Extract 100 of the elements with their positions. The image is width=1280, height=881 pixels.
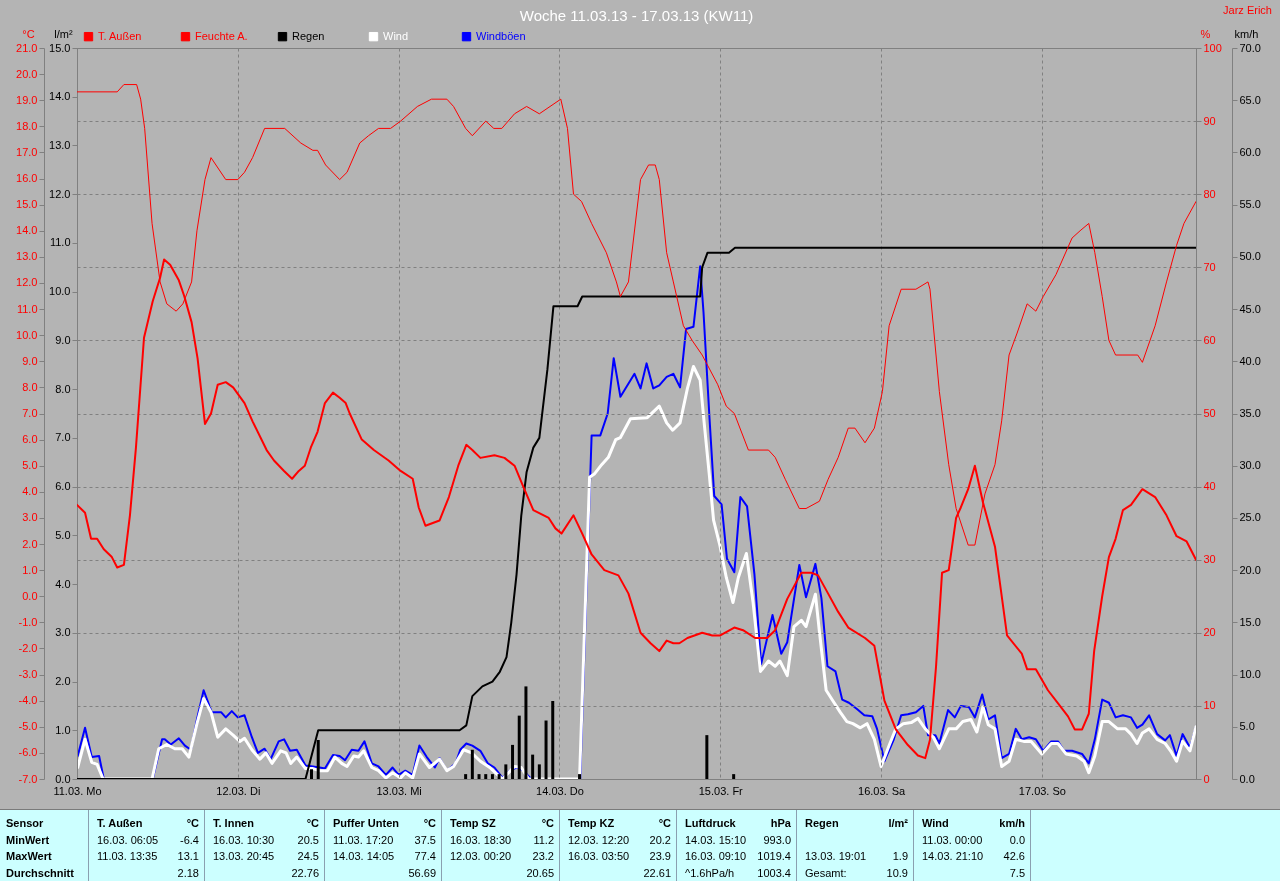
y-tick-label: 30.0 bbox=[1239, 459, 1261, 472]
bar bbox=[524, 686, 528, 779]
text: 2.18 bbox=[177, 865, 199, 880]
text: 22.76 bbox=[291, 865, 319, 880]
text: 10.9 bbox=[886, 865, 908, 880]
text: Temp SZ bbox=[450, 816, 496, 830]
y3-tick-label: 14.0 bbox=[49, 90, 71, 103]
text: 12.03. 12:20 bbox=[568, 832, 630, 847]
y-tick-label: 14.0 bbox=[16, 224, 38, 237]
text: 11.03. 00:00 bbox=[922, 832, 983, 847]
y-tick-label: 15.0 bbox=[16, 198, 38, 211]
text: 16.03. 10:30 bbox=[213, 832, 275, 847]
x-tick-label: 14.03. Do bbox=[536, 784, 584, 797]
y3-tick-label: 4.0 bbox=[55, 577, 71, 590]
y-tick-label: 0.0 bbox=[22, 589, 38, 602]
x-tick-label: 16.03. Sa bbox=[858, 784, 906, 797]
text: 11.2 bbox=[533, 832, 554, 847]
y-tick-label: 0.0 bbox=[1239, 772, 1255, 785]
y2-tick-label: 50 bbox=[1203, 407, 1216, 419]
text: 13.1 bbox=[177, 849, 199, 863]
y2-tick-label: 80 bbox=[1203, 187, 1216, 200]
text: Gesamt: bbox=[805, 865, 847, 880]
text: km/h bbox=[999, 816, 1025, 830]
text: 14.03. 15:10 bbox=[685, 832, 747, 847]
text: MaxWert bbox=[6, 849, 52, 863]
bar bbox=[490, 774, 494, 779]
text: 37.5 bbox=[414, 832, 436, 847]
y2-tick-label: 30 bbox=[1203, 553, 1216, 566]
text: 77.4 bbox=[414, 849, 436, 863]
text: 20.65 bbox=[526, 865, 554, 880]
x-tick-label: 12.03. Di bbox=[216, 784, 261, 797]
y2-tick-label: 20 bbox=[1203, 626, 1216, 639]
text: 16.03. 09:10 bbox=[685, 849, 747, 863]
y3-tick-label: 10.0 bbox=[49, 285, 71, 298]
y3-axis-title: l/m² bbox=[54, 27, 73, 40]
text: Sensor bbox=[6, 816, 44, 830]
text: T. Außen bbox=[97, 816, 143, 830]
legend-label: Feuchte A. bbox=[195, 29, 248, 42]
bar bbox=[484, 774, 488, 779]
y3-tick-label: 11.0 bbox=[49, 236, 71, 249]
text: 56.69 bbox=[408, 865, 436, 880]
y-tick-label: 7.0 bbox=[22, 407, 38, 419]
y3-tick-label: 6.0 bbox=[55, 480, 71, 493]
text: 11.03. 17:20 bbox=[333, 832, 394, 847]
text: 24.5 bbox=[297, 849, 319, 863]
y-tick-label: -7.0 bbox=[18, 772, 38, 785]
text: 16.03. 18:30 bbox=[450, 832, 512, 847]
y-tick-label: 45.0 bbox=[1239, 302, 1261, 315]
y-tick-label: 20.0 bbox=[1239, 563, 1261, 576]
text: l/m² bbox=[888, 816, 908, 830]
bar bbox=[511, 744, 515, 779]
y-tick-label: 9.0 bbox=[22, 354, 38, 367]
y-tick-label: 15.0 bbox=[1239, 615, 1261, 628]
y-tick-label: 10.0 bbox=[1239, 668, 1261, 681]
x-tick-label: 11.03. Mo bbox=[53, 784, 102, 797]
y-tick-label: 65.0 bbox=[1239, 93, 1261, 106]
text: °C bbox=[423, 816, 436, 830]
y-tick-label: 17.0 bbox=[16, 145, 38, 158]
y-tick-label: 35.0 bbox=[1239, 407, 1261, 419]
bar bbox=[544, 720, 548, 779]
x-tick-label: 15.03. Fr bbox=[698, 784, 744, 797]
chart-title: Woche 11.03.13 - 17.03.13 (KW11) bbox=[519, 7, 754, 24]
text: Jarz Erich bbox=[1223, 4, 1272, 16]
y-tick-label: 40.0 bbox=[1239, 354, 1261, 367]
legend-label: Wind bbox=[383, 29, 409, 42]
y-tick-label: 6.0 bbox=[22, 433, 38, 446]
text: Durchschnitt bbox=[6, 865, 74, 880]
y-tick-label: 19.0 bbox=[16, 93, 38, 106]
y-tick-label: 25.0 bbox=[1239, 511, 1261, 524]
text: T. Innen bbox=[213, 816, 254, 830]
y3-tick-label: 1.0 bbox=[55, 723, 71, 736]
text: 23.2 bbox=[532, 849, 554, 863]
y-tick-label: 5.0 bbox=[22, 459, 38, 472]
text: 1019.4 bbox=[757, 849, 791, 863]
y-tick-label: 10.0 bbox=[16, 328, 38, 341]
text: 14.03. 14:05 bbox=[333, 849, 395, 863]
text: 7.5 bbox=[1009, 865, 1025, 880]
text: 42.6 bbox=[1003, 849, 1025, 863]
text: 1.9 bbox=[892, 849, 908, 863]
bar bbox=[517, 715, 521, 779]
y3-tick-label: 2.0 bbox=[55, 675, 71, 688]
y2-tick-label: 100 bbox=[1203, 41, 1222, 54]
x-tick-label: 17.03. So bbox=[1018, 784, 1066, 797]
x-tick-label: 13.03. Mi bbox=[376, 784, 422, 797]
y-tick-label: 3.0 bbox=[22, 511, 38, 524]
text: 22.61 bbox=[643, 865, 671, 880]
y-tick-label: 4.0 bbox=[22, 485, 38, 498]
text: -6.4 bbox=[180, 832, 199, 847]
bar bbox=[504, 764, 508, 779]
y3-tick-label: 5.0 bbox=[55, 528, 71, 541]
y-tick-label: 70.0 bbox=[1239, 41, 1261, 54]
text: °C bbox=[186, 816, 199, 830]
text: 14.03. 21:10 bbox=[922, 849, 984, 863]
y-axis-title: km/h bbox=[1234, 27, 1259, 40]
y3-tick-label: 3.0 bbox=[55, 626, 71, 639]
y-tick-label: 2.0 bbox=[22, 537, 38, 550]
bar bbox=[497, 774, 501, 779]
text: Temp KZ bbox=[568, 816, 615, 830]
bar bbox=[537, 764, 541, 779]
y-tick-label: -1.0 bbox=[18, 615, 38, 628]
